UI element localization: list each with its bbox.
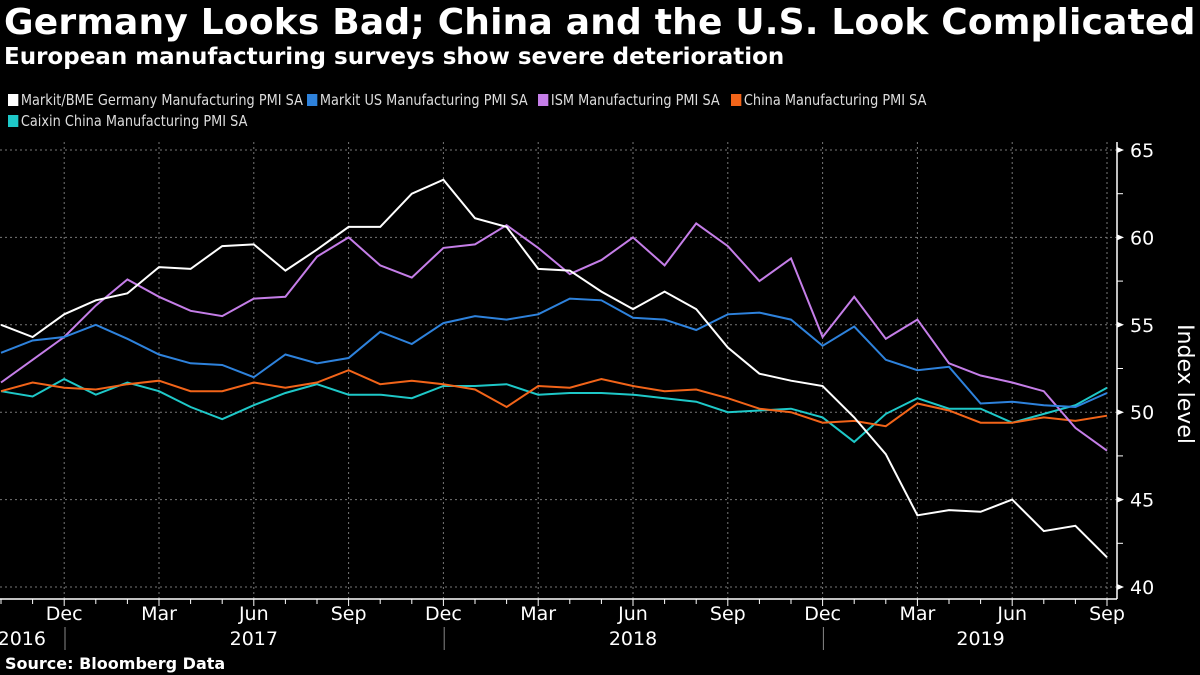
x-tick-label: Sep [1089, 603, 1125, 625]
series-line-caixin-china-manufacturing-pmi-sa [0, 377, 1108, 444]
x-tick-label: Jun [996, 603, 1027, 625]
legend-row-2: Caixin China Manufacturing PMI SA [8, 111, 1198, 132]
legend-swatch [730, 94, 742, 106]
x-tick-label: Sep [710, 603, 746, 625]
y-tick-label: 65 [1130, 140, 1154, 162]
legend-label: China Manufacturing PMI SA [743, 91, 927, 109]
legend-label: Caixin China Manufacturing PMI SA [20, 112, 248, 130]
chart-title: Germany Looks Bad; China and the U.S. Lo… [4, 2, 1196, 43]
x-year-label: 2017 [230, 628, 278, 650]
source-note: Source: Bloomberg Data [5, 654, 226, 673]
legend-item-china[interactable]: China Manufacturing PMI SA [730, 90, 927, 110]
legend-swatch [537, 94, 548, 106]
x-tick-label: Dec [425, 603, 462, 625]
series-line-ism-manufacturing-pmi-sa [0, 222, 1108, 452]
legend-item-caixin[interactable]: Caixin China Manufacturing PMI SA [8, 111, 247, 131]
y-tick-label: 50 [1130, 402, 1154, 424]
legend-swatch [8, 115, 19, 127]
y-tick-label: 55 [1130, 315, 1154, 337]
chart-subtitle: European manufacturing surveys show seve… [4, 44, 785, 70]
y-tick-mark [1117, 409, 1124, 416]
legend-swatch [8, 94, 19, 106]
y-tick-mark [1117, 584, 1124, 590]
y-tick-mark [1117, 147, 1124, 153]
x-tick-label: Mar [141, 603, 177, 625]
legend-label: Markit US Manufacturing PMI SA [319, 91, 528, 109]
x-year-label: 2016 [0, 628, 46, 650]
legend-item-markit-us[interactable]: Markit US Manufacturing PMI SA [306, 90, 528, 110]
x-tick-label: Jun [617, 603, 648, 625]
y-tick-mark [1117, 234, 1124, 241]
series-lines [0, 178, 1108, 559]
legend-item-germany[interactable]: Markit/BME Germany Manufacturing PMI SA [8, 90, 303, 110]
legend: Markit/BME Germany Manufacturing PMI SA M… [8, 90, 1198, 132]
x-year-label: 2019 [956, 628, 1004, 650]
y-tick-mark [1117, 321, 1124, 328]
y-tick-label: 40 [1130, 577, 1154, 599]
x-tick-label: Dec [804, 603, 841, 625]
axes [0, 142, 1124, 650]
series-line-markit-us-manufacturing-pmi-sa [0, 297, 1108, 409]
x-tick-label: Mar [520, 603, 556, 625]
series-line-china-manufacturing-pmi-sa [0, 369, 1108, 428]
legend-row-1: Markit/BME Germany Manufacturing PMI SA M… [8, 90, 1198, 111]
x-tick-label: Sep [331, 603, 367, 625]
y-tick-mark [1117, 496, 1124, 503]
x-tick-label: Jun [238, 603, 269, 625]
legend-swatch [306, 94, 318, 106]
x-tick-label: Mar [899, 603, 935, 625]
x-year-label: 2018 [609, 628, 657, 650]
y-axis-title: Index level [1172, 324, 1197, 444]
legend-label: Markit/BME Germany Manufacturing PMI SA [20, 91, 303, 109]
legend-item-ism[interactable]: ISM Manufacturing PMI SA [537, 90, 720, 110]
axis-labels: 40 45 50 55 60 65 Dec Mar Jun Sep Dec Mar Jun Sep Dec M… [0, 140, 1197, 650]
series-line-markit-bme-germany-manufacturing-pmi-sa [0, 178, 1108, 559]
grid [0, 142, 1117, 599]
y-tick-label: 60 [1130, 227, 1154, 249]
y-tick-label: 45 [1130, 490, 1154, 512]
x-tick-label: Dec [46, 603, 83, 625]
legend-label: ISM Manufacturing PMI SA [550, 91, 720, 109]
